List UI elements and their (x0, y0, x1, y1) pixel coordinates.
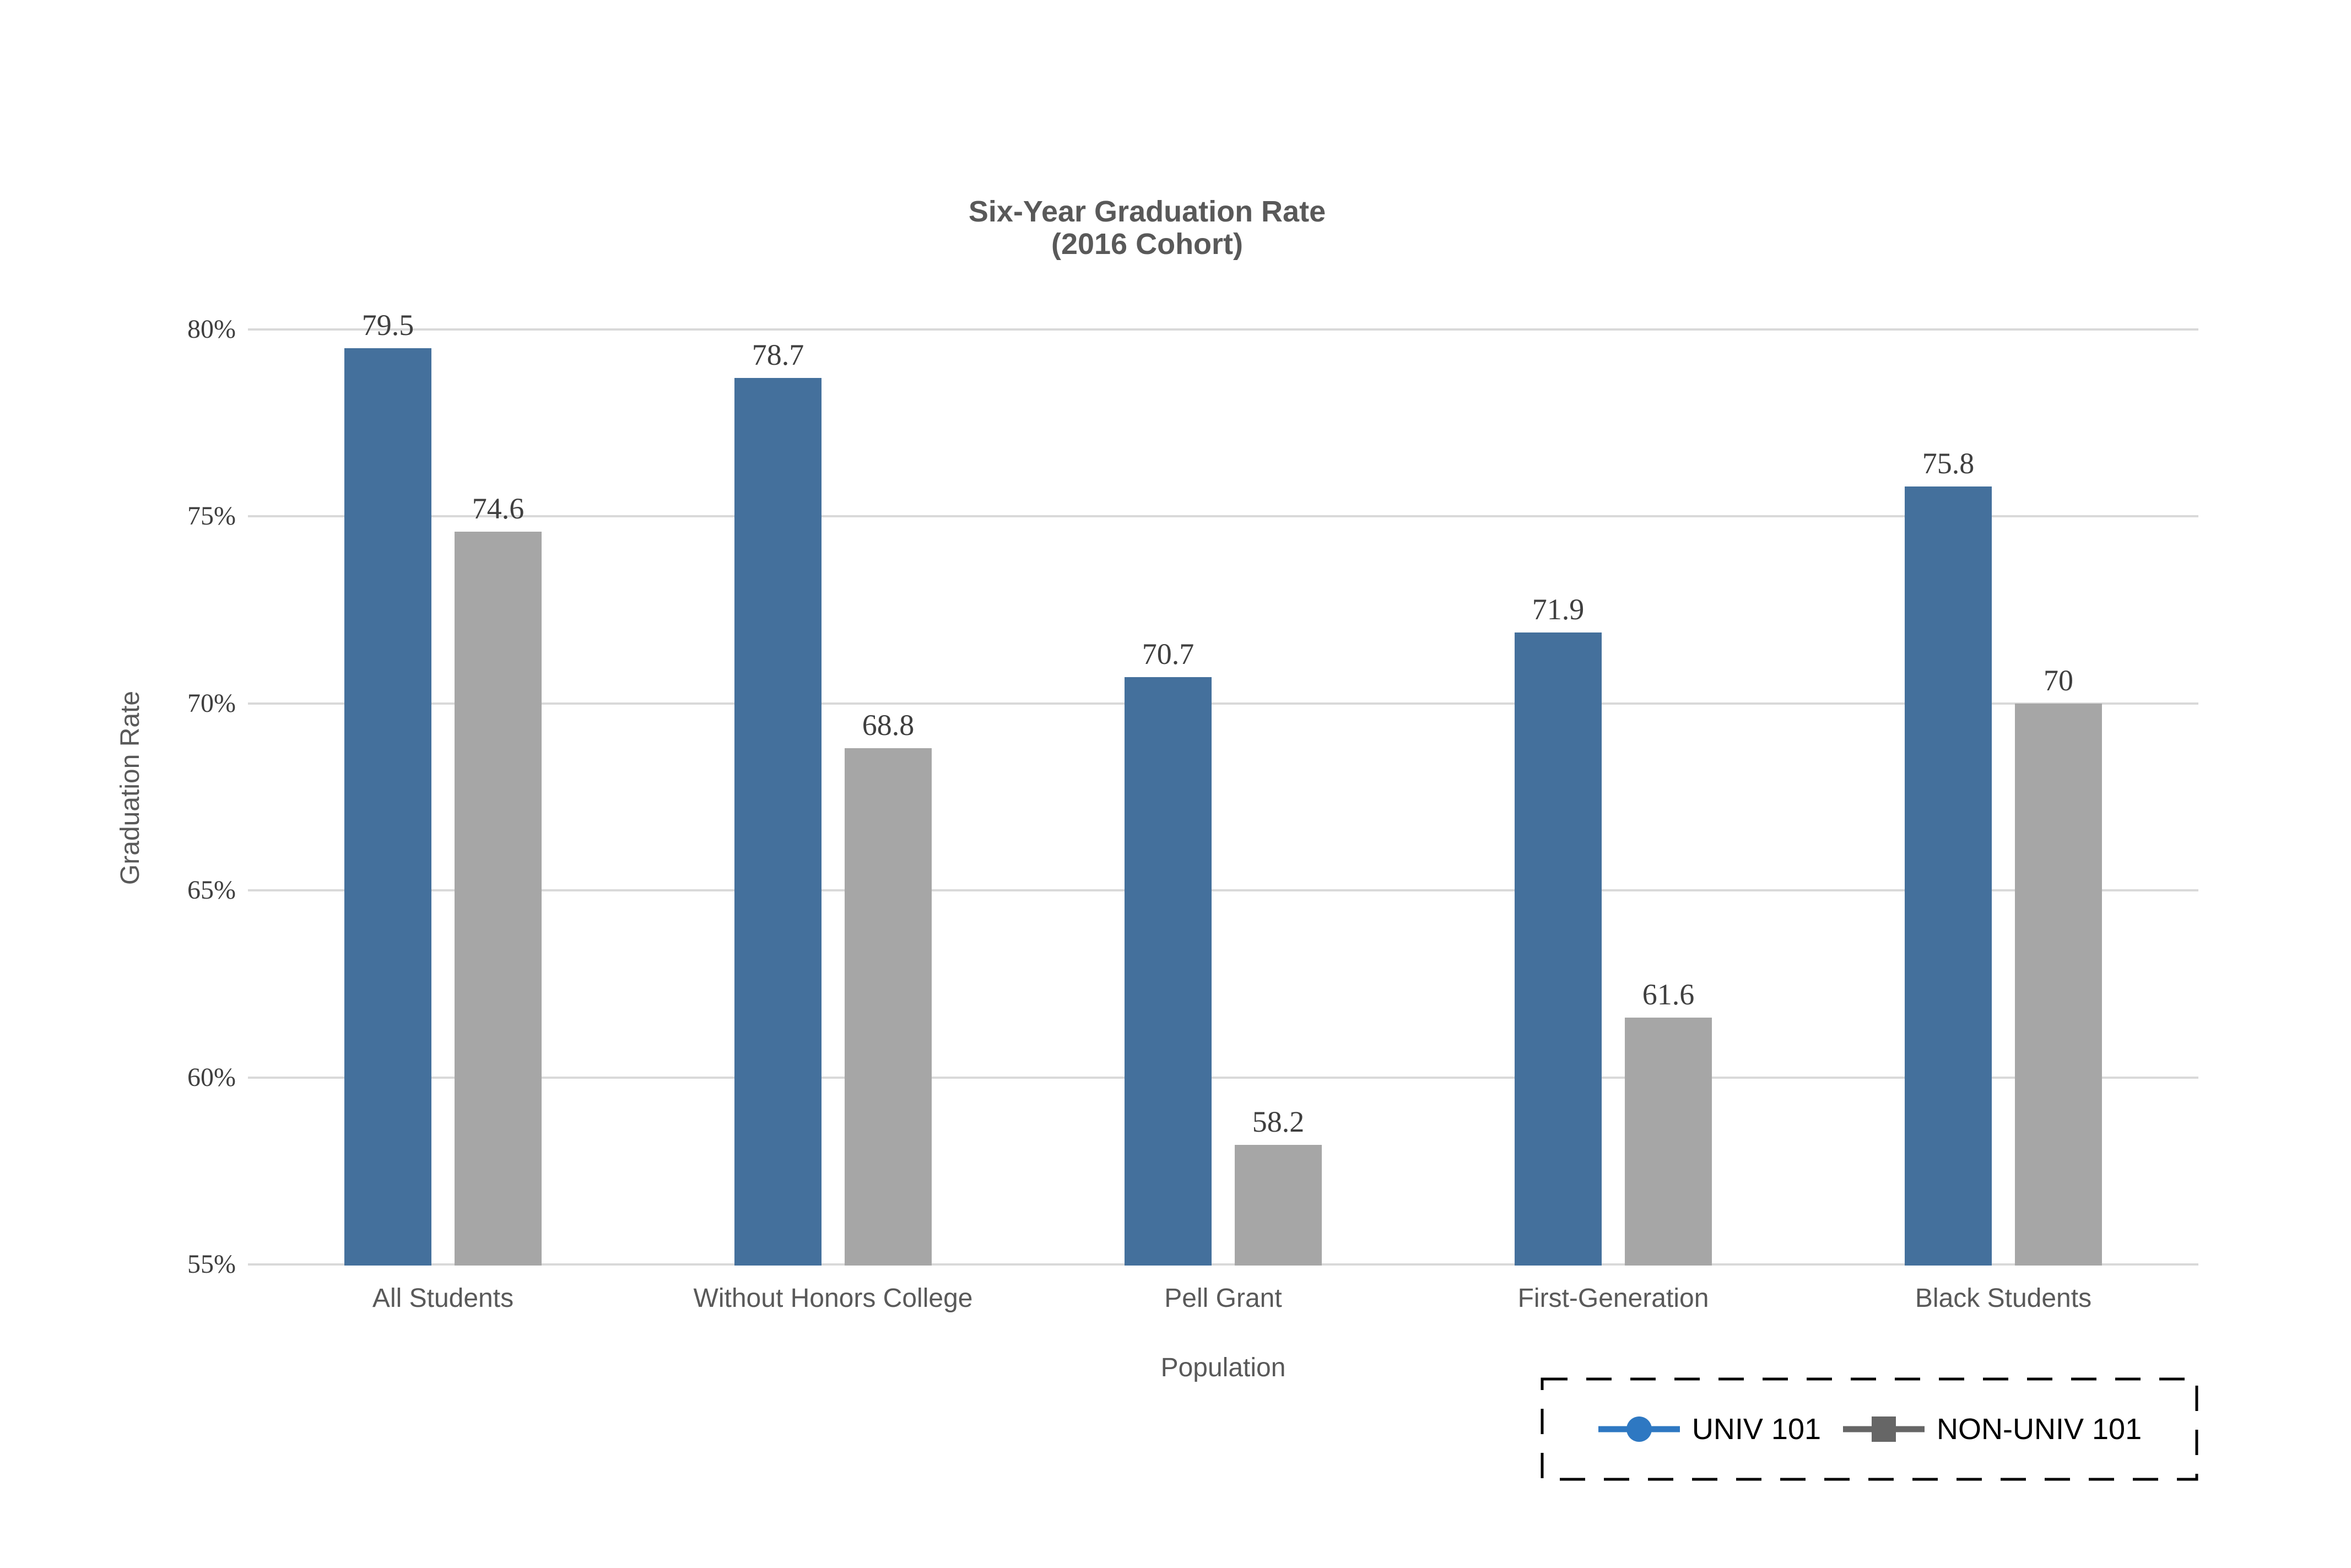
bar-value-univ-101-black-students: 75.8 (1922, 447, 1975, 480)
bar-value-non-univ-101-black-students: 70 (2044, 663, 2073, 697)
category-label-all-students: All Students (372, 1284, 514, 1313)
x-axis-label: Population (1160, 1353, 1286, 1382)
bar-value-non-univ-101-all-students: 74.6 (472, 491, 525, 525)
bar-non-univ-101-all-students (455, 531, 542, 1266)
gridline-70 (248, 702, 2198, 705)
chart-title-line2: (2016 Cohort) (1051, 228, 1244, 261)
legend-label-univ-101: UNIV 101 (1691, 1413, 1822, 1446)
bar-univ-101-pell-grant (1125, 677, 1212, 1266)
bar-non-univ-101-without-honors-college (845, 748, 932, 1266)
category-label-black-students: Black Students (1915, 1284, 2092, 1313)
gridline-60 (248, 1076, 2198, 1079)
bar-univ-101-without-honors-college (734, 378, 822, 1266)
bar-value-univ-101-without-honors-college: 78.7 (752, 338, 804, 372)
bar-value-non-univ-101-first-generation: 61.6 (1642, 977, 1695, 1011)
gridline-75 (248, 515, 2198, 518)
bar-value-non-univ-101-pell-grant: 58.2 (1252, 1105, 1305, 1138)
legend-items-row: UNIV 101 NON-UNIV 101 (1541, 1377, 2198, 1481)
y-tick-55: 55% (187, 1250, 236, 1279)
y-tick-80: 80% (187, 315, 236, 344)
category-label-first-generation: First-Generation (1517, 1284, 1709, 1313)
bar-value-univ-101-all-students: 79.5 (361, 308, 414, 342)
bar-non-univ-101-first-generation (1625, 1017, 1712, 1266)
y-tick-65: 65% (187, 875, 236, 905)
gridline-80 (248, 328, 2198, 331)
y-tick-60: 60% (187, 1062, 236, 1092)
bar-value-non-univ-101-without-honors-college: 68.8 (862, 709, 915, 742)
y-tick-75: 75% (187, 501, 236, 531)
bar-univ-101-black-students (1905, 486, 1992, 1266)
chart-title-line1: Six-Year Graduation Rate (968, 195, 1326, 228)
legend-dashed-border (1541, 1377, 2198, 1481)
category-label-without-honors-college: Without Honors College (693, 1284, 973, 1313)
bar-univ-101-first-generation (1515, 632, 1602, 1266)
legend-label-non-univ-101: NON-UNIV 101 (1937, 1413, 2142, 1446)
bar-non-univ-101-pell-grant (1235, 1144, 1322, 1266)
univ101-line-circle-icon (1598, 1416, 1680, 1442)
bar-non-univ-101-black-students (2015, 703, 2102, 1266)
category-label-pell-grant: Pell Grant (1164, 1284, 1282, 1313)
bar-value-univ-101-first-generation: 71.9 (1532, 592, 1585, 626)
non-univ101-line-square-icon (1843, 1416, 1925, 1442)
bar-univ-101-all-students (344, 348, 431, 1266)
gridline-55 (248, 1263, 2198, 1266)
y-tick-70: 70% (187, 688, 236, 718)
legend: UNIV 101 NON-UNIV 101 (1541, 1377, 2198, 1481)
y-axis-label: Graduation Rate (116, 690, 145, 885)
bar-value-univ-101-pell-grant: 70.7 (1142, 637, 1195, 671)
gridline-65 (248, 889, 2198, 892)
